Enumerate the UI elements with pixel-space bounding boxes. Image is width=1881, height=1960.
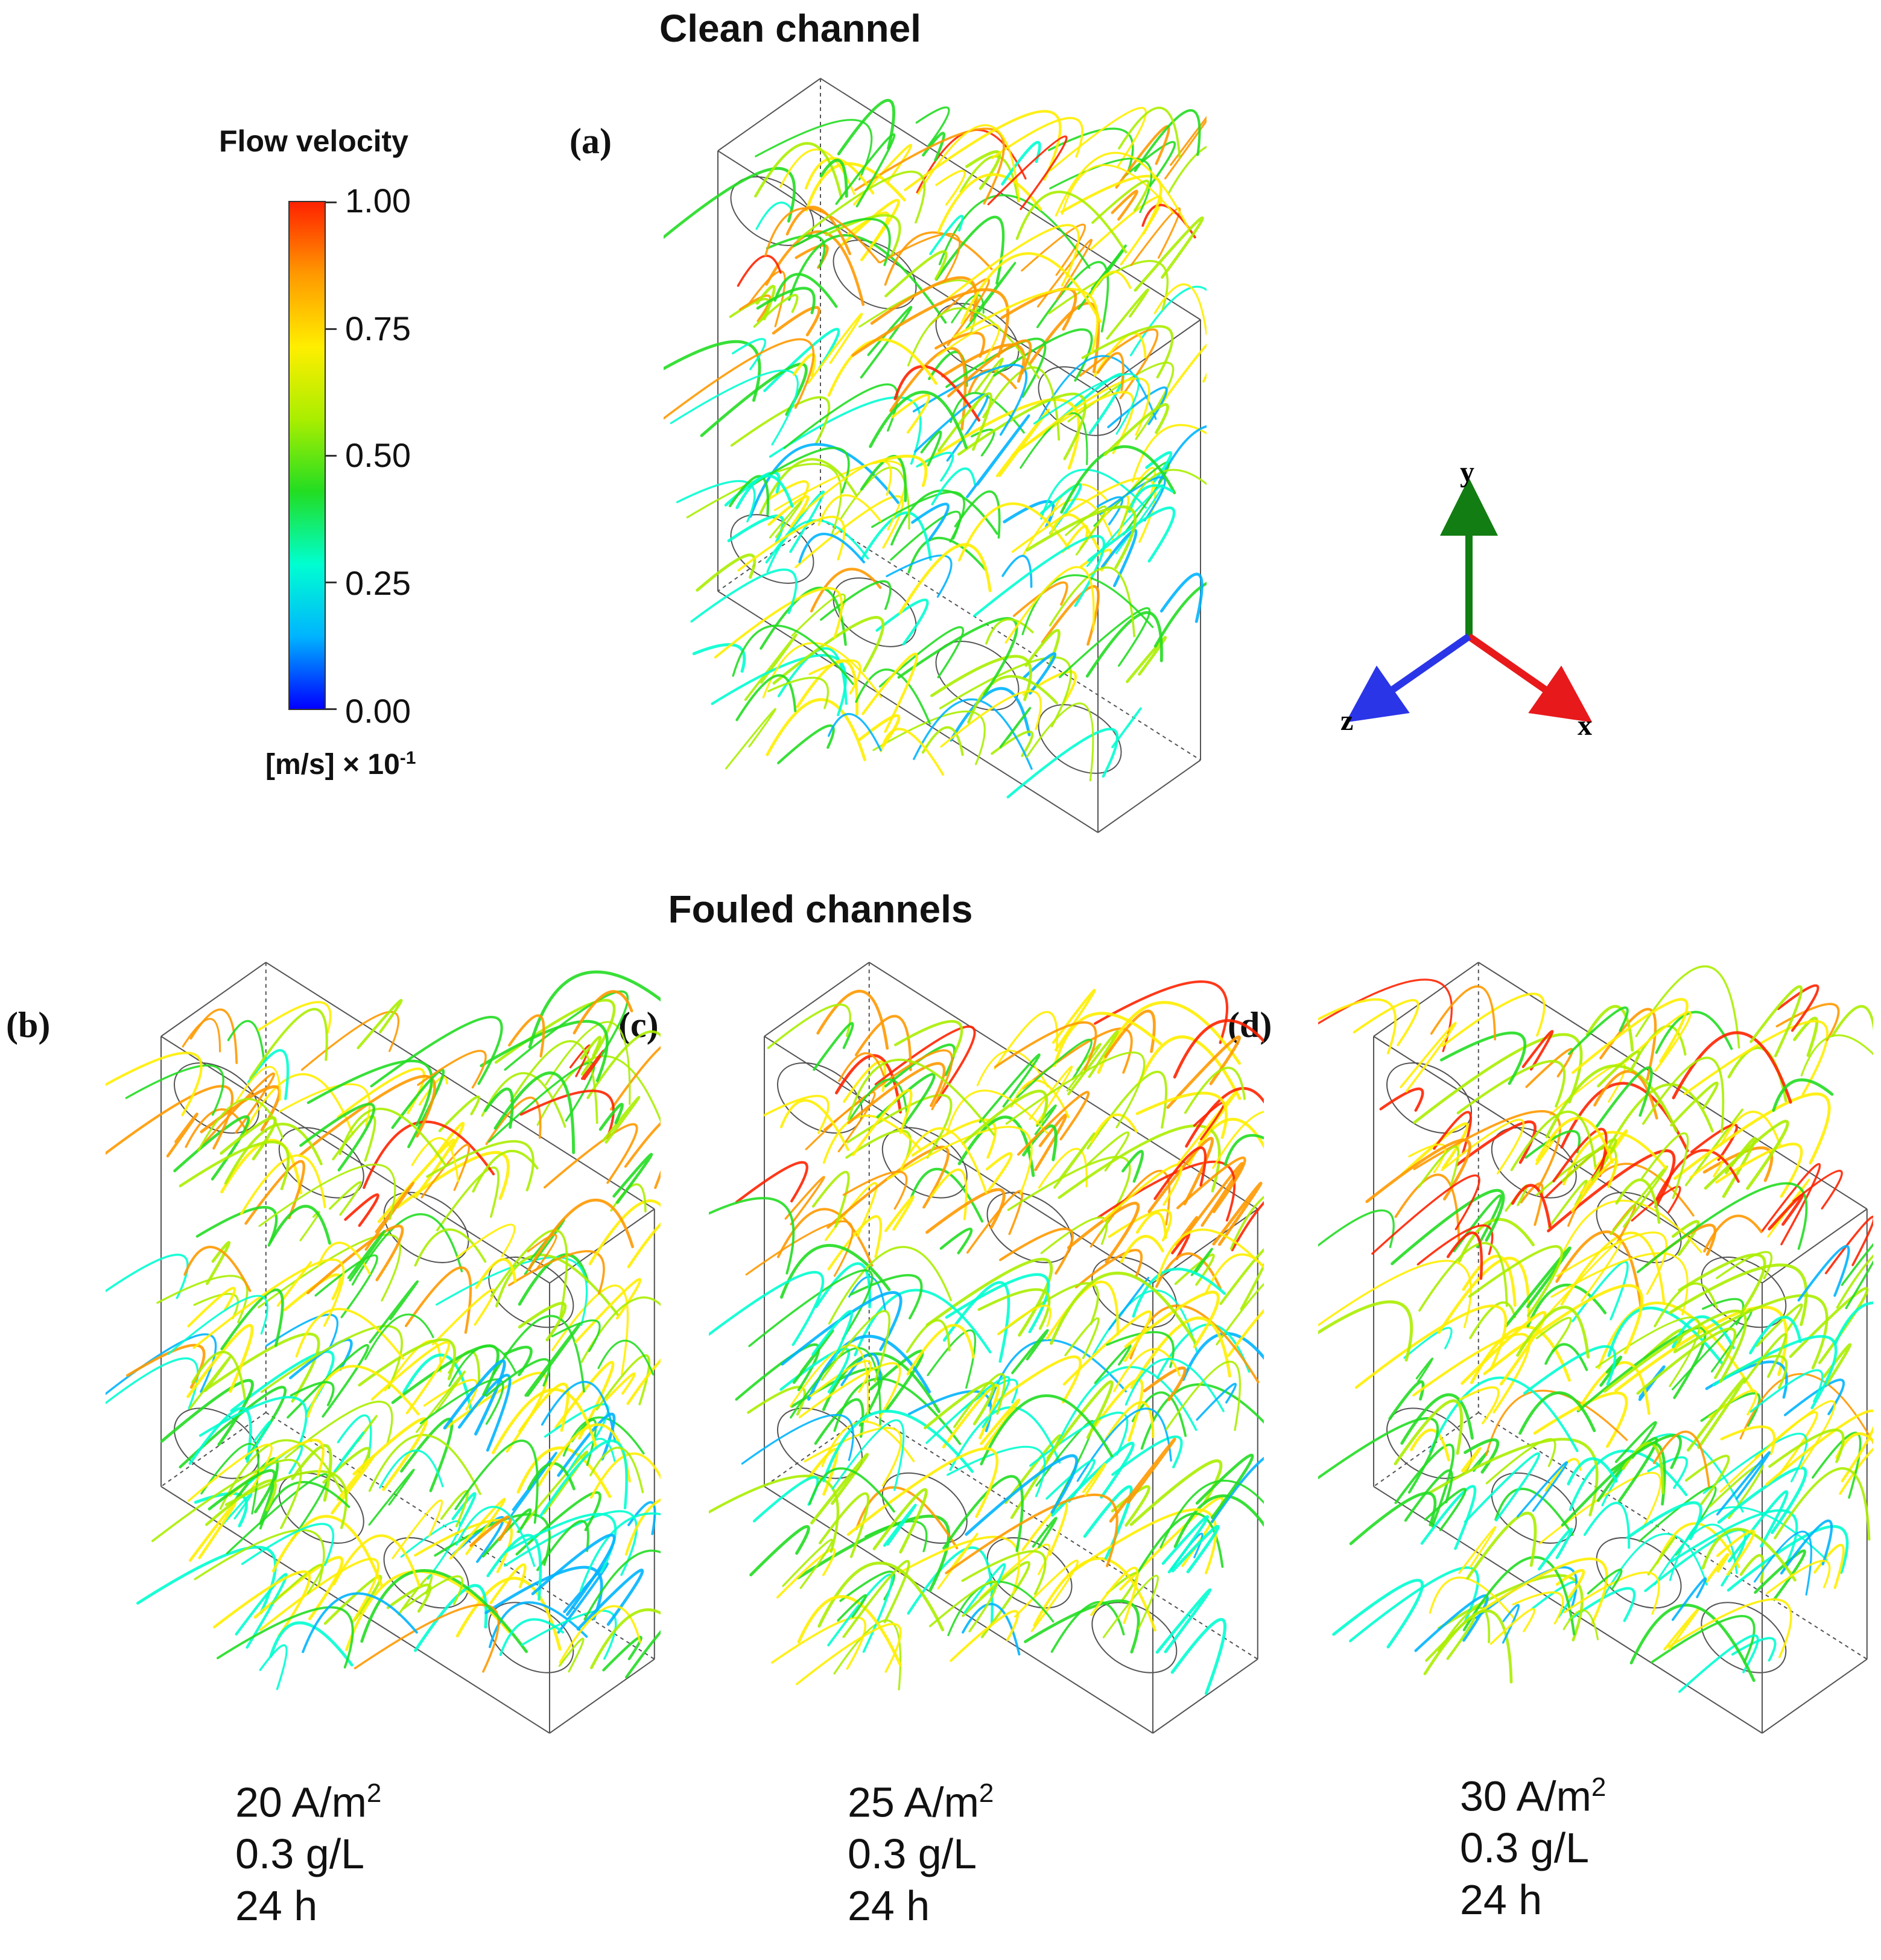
current-density-c: 25 A/m2 [848, 1778, 994, 1826]
streamlines [709, 980, 1264, 1695]
concentration-d: 0.3 g/L [1460, 1824, 1590, 1872]
streamlines [1318, 965, 1873, 1693]
concentration-c: 0.3 g/L [848, 1830, 977, 1878]
colorbar-tickmark [326, 328, 337, 330]
legend-unit-exponent: -1 [399, 748, 416, 768]
colorbar-tick-label: 0.75 [345, 309, 411, 347]
duration-d: 24 h [1460, 1876, 1543, 1924]
velocity-colorbar [288, 201, 326, 710]
streamline-panel-a [664, 78, 1207, 833]
channel-wireframe [1372, 962, 1868, 1734]
colorbar-tick-label: 1.00 [345, 182, 411, 220]
streamlines [664, 98, 1207, 799]
current-density-d: 30 A/m2 [1460, 1772, 1607, 1820]
panel-label-a: (a) [569, 121, 612, 161]
streamlines [106, 970, 661, 1690]
duration-b: 24 h [235, 1882, 318, 1930]
colorbar-tick-label: 0.00 [345, 692, 411, 730]
colorbar-tickmark [326, 708, 337, 710]
conditions-d: 30 A/m2 0.3 g/L 24 h [1460, 1762, 1606, 1926]
duration-c: 24 h [848, 1882, 930, 1930]
fouled-channels-title: Fouled channels [668, 887, 973, 931]
coordinate-axes-triad: y x z [1340, 456, 1593, 741]
streamline-panel-d [1318, 962, 1873, 1734]
x-axis-arrow [1467, 633, 1593, 723]
clean-channel-title: Clean channel [659, 7, 921, 50]
y-axis-label: y [1460, 456, 1474, 488]
concentration-b: 0.3 g/L [235, 1830, 365, 1878]
legend-unit: [m/s] × 10-1 [265, 748, 416, 781]
colorbar-tickmark [326, 455, 337, 457]
colorbar-tick-label: 0.50 [345, 436, 411, 474]
current-density-b: 20 A/m2 [235, 1778, 382, 1826]
z-axis-label: z [1340, 705, 1353, 737]
panel-label-b: (b) [6, 1005, 51, 1045]
conditions-c: 25 A/m2 0.3 g/L 24 h [848, 1768, 994, 1932]
streamline-panel-b [106, 962, 661, 1734]
channel-wireframe [717, 78, 1201, 833]
colorbar-tick-label: 0.25 [345, 564, 411, 602]
colorbar-tickmark [326, 582, 337, 583]
x-axis-label: x [1578, 709, 1592, 741]
legend-unit-main: [m/s] × 10 [265, 749, 400, 781]
legend-title: Flow velocity [219, 124, 408, 158]
z-axis-arrow [1345, 633, 1471, 723]
channel-wireframe [160, 962, 655, 1734]
streamline-panel-c [709, 962, 1264, 1734]
colorbar-tickmark [326, 201, 337, 203]
conditions-b: 20 A/m2 0.3 g/L 24 h [235, 1768, 381, 1932]
